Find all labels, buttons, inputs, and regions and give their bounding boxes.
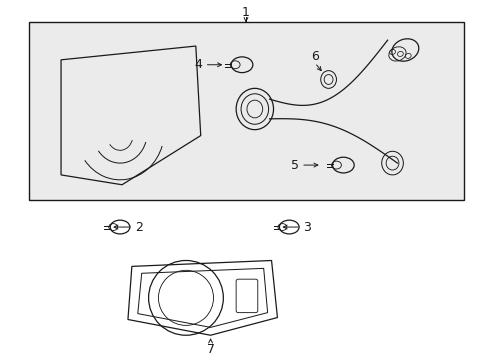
- Text: 1: 1: [242, 6, 249, 19]
- Text: 3: 3: [303, 221, 310, 234]
- Text: 5: 5: [290, 158, 299, 172]
- Text: 7: 7: [206, 342, 214, 356]
- Text: 2: 2: [135, 221, 142, 234]
- Text: 6: 6: [310, 50, 318, 63]
- Text: 4: 4: [194, 58, 203, 71]
- Bar: [28, 22, 464, 199]
